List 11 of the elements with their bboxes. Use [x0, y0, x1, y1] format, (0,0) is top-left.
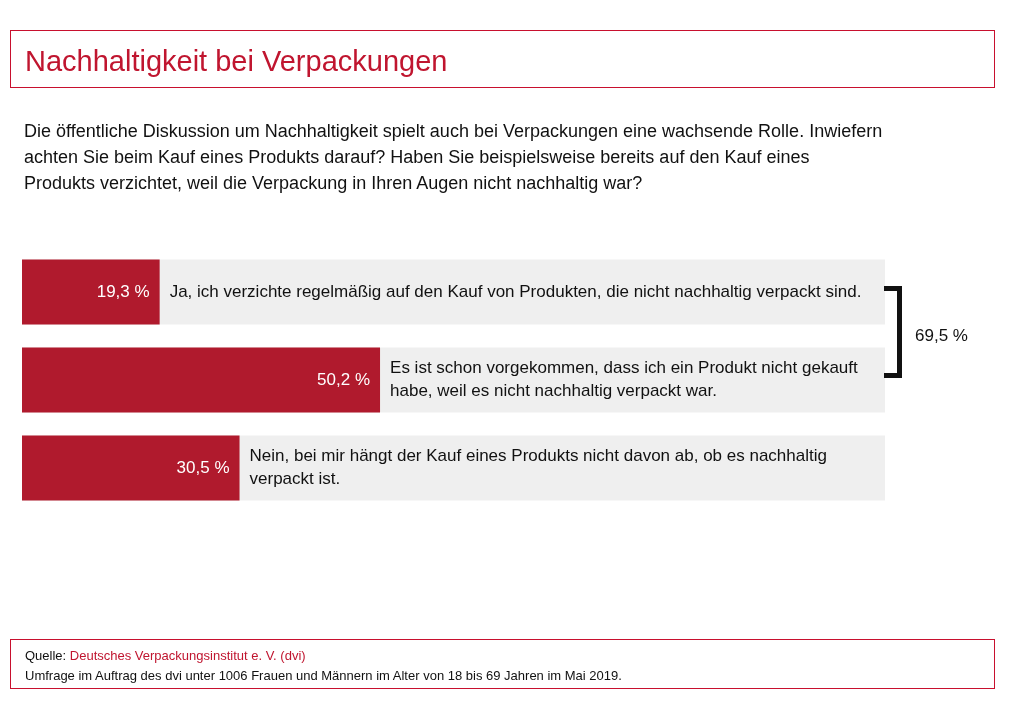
y-tick-label: Es ist schon vorgekommen, dass ich ein Produkt nicht gekauft habe, weil es nicht nachhaltig verpackt war.	[390, 358, 859, 401]
text: 69,5 %	[915, 325, 968, 345]
source-note: Quelle: Deutsches Verpackungsinstitut e. V. (dvi)	[25, 647, 307, 665]
text: Umfrage im Auftrag des dvi unter 1006 Frauen und Männern im Alter von 18 bis 69 Jahren im Mai 2019.	[25, 667, 623, 685]
data-label: 50,2 %	[317, 369, 371, 389]
chart-subtitle: Die öffentliche Diskussion um Nachhaltigkeit spielt auch bei Verpackungen eine wachsende Rolle. Inwiefern achten Sie beim Kauf eines Produkts darauf? Haben Sie beispielsweise bereits auf den Kauf eines Produkts verzichtet, weil die Verpackung in Ihren Augen nicht nachhaltig war?	[24, 120, 884, 195]
y-tick-label: Ja, ich verzichte regelmäßig auf den Kauf von Produkten, die nicht nachhaltig verpackt sind.	[169, 281, 862, 301]
data-label: 30,5 %	[176, 457, 230, 477]
data-label: 19,3 %	[96, 281, 150, 301]
chart-title: Nachhaltigkeit bei Verpackungen	[25, 45, 448, 78]
y-tick-label: Nein, bei mir hängt der Kauf eines Produkts nicht davon ab, ob es nachhaltig verpackt ist.	[249, 446, 827, 489]
